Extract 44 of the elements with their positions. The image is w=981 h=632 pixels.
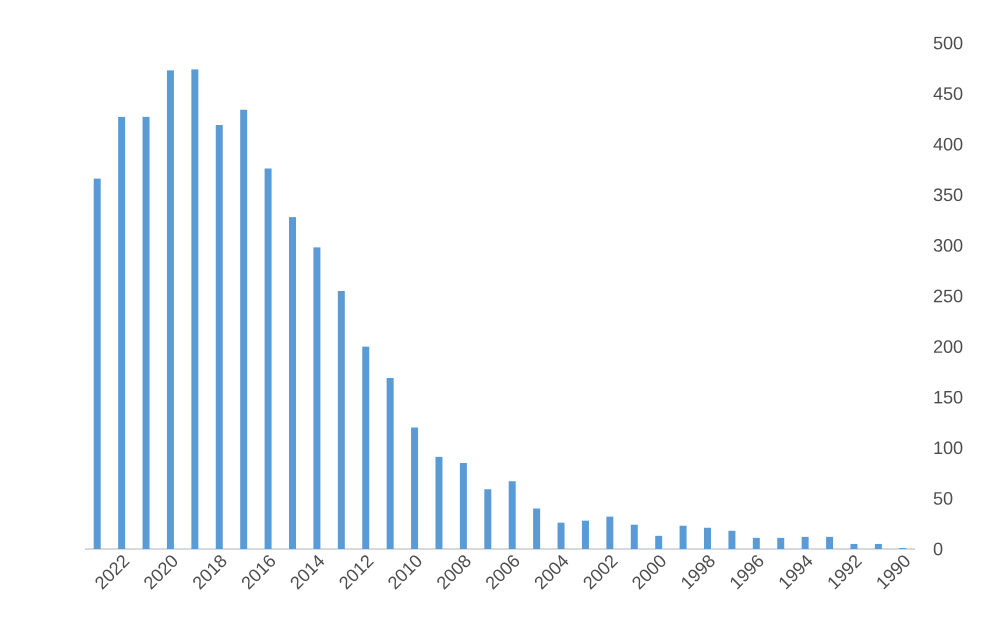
y-tick-label: 150 [934,390,962,404]
y-tick-label: 350 [934,188,962,202]
bar [240,110,248,550]
bar [752,538,760,550]
y-tick-label: 100 [934,441,962,454]
bar [826,536,834,550]
bar [118,116,126,550]
y-tick-label: 300 [934,239,962,252]
bar [508,481,516,550]
bar [655,536,662,550]
bar [728,530,736,550]
bar [606,516,614,550]
y-tick-label: 50 [934,492,952,505]
bar [386,378,394,550]
bar [191,69,198,550]
bar [484,489,492,550]
bar [704,528,712,550]
y-tick-label: 450 [933,87,962,100]
y-tick-label: 400 [933,138,962,151]
bar [216,124,223,550]
bar [802,536,809,550]
y-tick-label: 500 [934,36,962,50]
bar [142,116,150,550]
bar [630,524,638,550]
bar [338,290,345,550]
bar [680,526,687,550]
bar [558,522,565,550]
bar [411,428,418,550]
y-tick-label: 250 [934,290,962,302]
bar [289,217,296,550]
bar [435,456,442,550]
bar [533,508,540,550]
bar [166,70,174,550]
bar [313,247,320,550]
y-tick-label: 0 [934,542,942,556]
bar [264,168,272,550]
y-tick-label: 200 [934,340,962,353]
bar [850,544,858,550]
bar [460,462,467,550]
bar [874,544,882,550]
bar [777,538,784,550]
bar [362,346,370,550]
bar [582,520,589,550]
bar [94,178,101,550]
